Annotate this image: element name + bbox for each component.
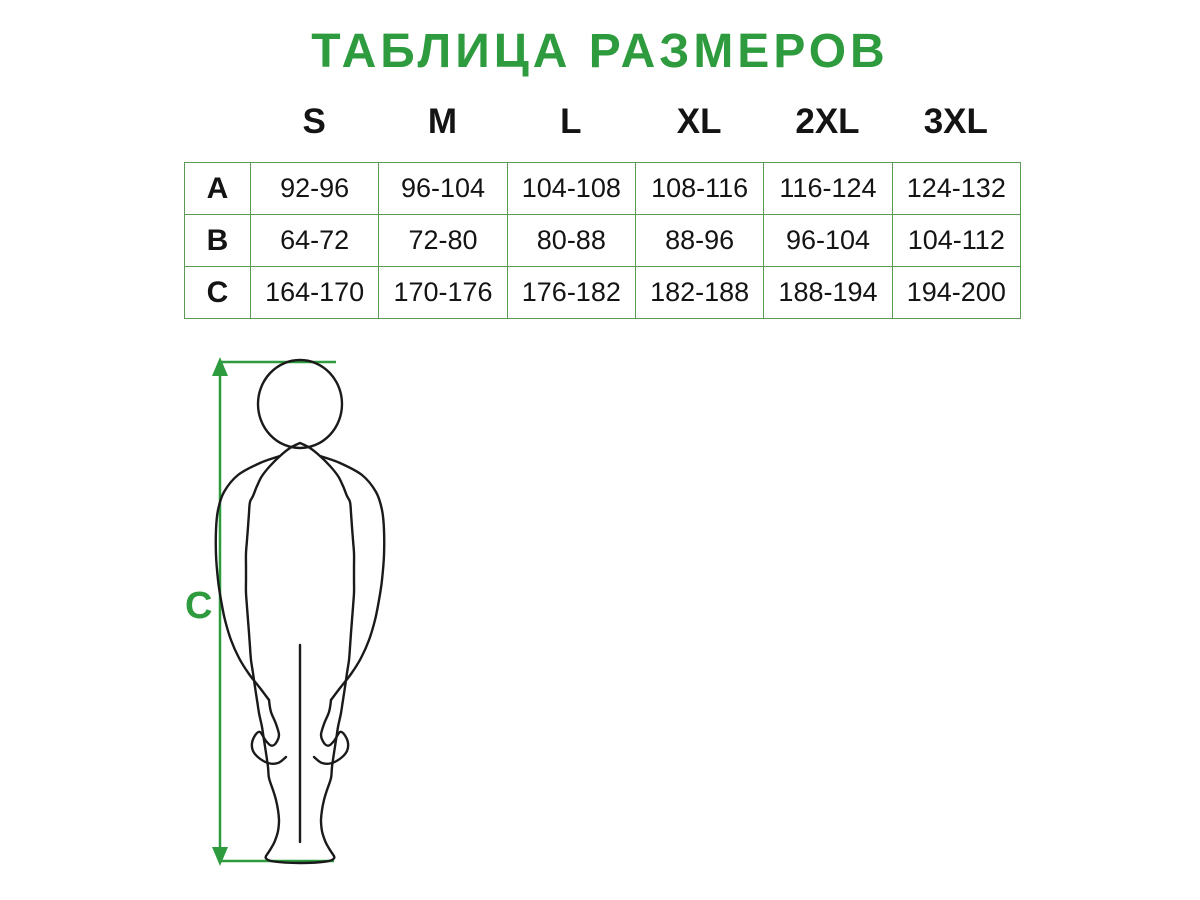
svg-text:C: C: [185, 585, 212, 627]
